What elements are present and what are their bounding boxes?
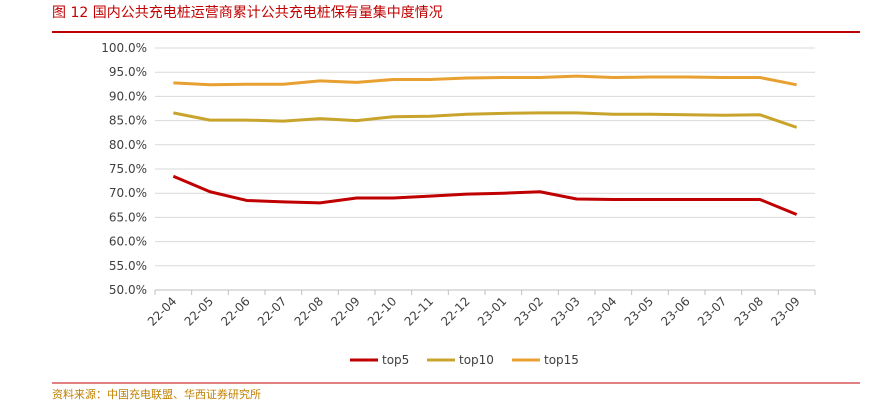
x-tick-label: 23-09 bbox=[768, 294, 803, 329]
x-tick-label: 22-06 bbox=[218, 294, 253, 329]
y-tick-label: 90.0% bbox=[109, 89, 147, 103]
legend-label: top10 bbox=[459, 353, 494, 367]
x-tick-label: 22-11 bbox=[402, 294, 437, 329]
y-tick-label: 75.0% bbox=[109, 162, 147, 176]
x-tick-label: 22-07 bbox=[255, 294, 290, 329]
x-tick-label: 23-08 bbox=[732, 294, 767, 329]
x-tick-label: 22-10 bbox=[365, 294, 400, 329]
x-tick-label: 22-05 bbox=[182, 294, 217, 329]
series-line bbox=[172, 174, 798, 216]
x-tick-label: 22-04 bbox=[145, 294, 180, 329]
y-tick-label: 50.0% bbox=[109, 283, 147, 297]
legend-label: top15 bbox=[544, 353, 579, 367]
x-tick-label: 23-03 bbox=[548, 294, 583, 329]
chart-title: 图 12 国内公共充电桩运营商累计公共充电桩保有量集中度情况 bbox=[52, 4, 443, 21]
x-tick-label: 23-06 bbox=[658, 294, 693, 329]
y-tick-label: 100.0% bbox=[101, 41, 147, 55]
y-tick-label: 80.0% bbox=[109, 138, 147, 152]
series-line bbox=[173, 74, 797, 87]
x-tick-label: 23-07 bbox=[695, 294, 730, 329]
legend-label: top5 bbox=[382, 353, 409, 367]
y-tick-label: 95.0% bbox=[109, 65, 147, 79]
y-tick-label: 85.0% bbox=[109, 114, 147, 128]
x-tick-label: 23-04 bbox=[585, 294, 620, 329]
x-tick-label: 23-02 bbox=[512, 294, 547, 329]
x-tick-label: 22-08 bbox=[292, 294, 327, 329]
y-tick-label: 60.0% bbox=[109, 235, 147, 249]
y-tick-label: 55.0% bbox=[109, 259, 147, 273]
series-line bbox=[173, 111, 798, 129]
x-tick-label: 22-12 bbox=[438, 294, 473, 329]
x-tick-label: 22-09 bbox=[328, 294, 363, 329]
y-tick-label: 65.0% bbox=[109, 210, 147, 224]
source: 资料来源：中国充电联盟、华西证券研究所 bbox=[52, 387, 261, 401]
x-tick-label: 23-01 bbox=[475, 294, 510, 329]
x-tick-label: 23-05 bbox=[622, 294, 657, 329]
y-tick-label: 70.0% bbox=[109, 186, 147, 200]
